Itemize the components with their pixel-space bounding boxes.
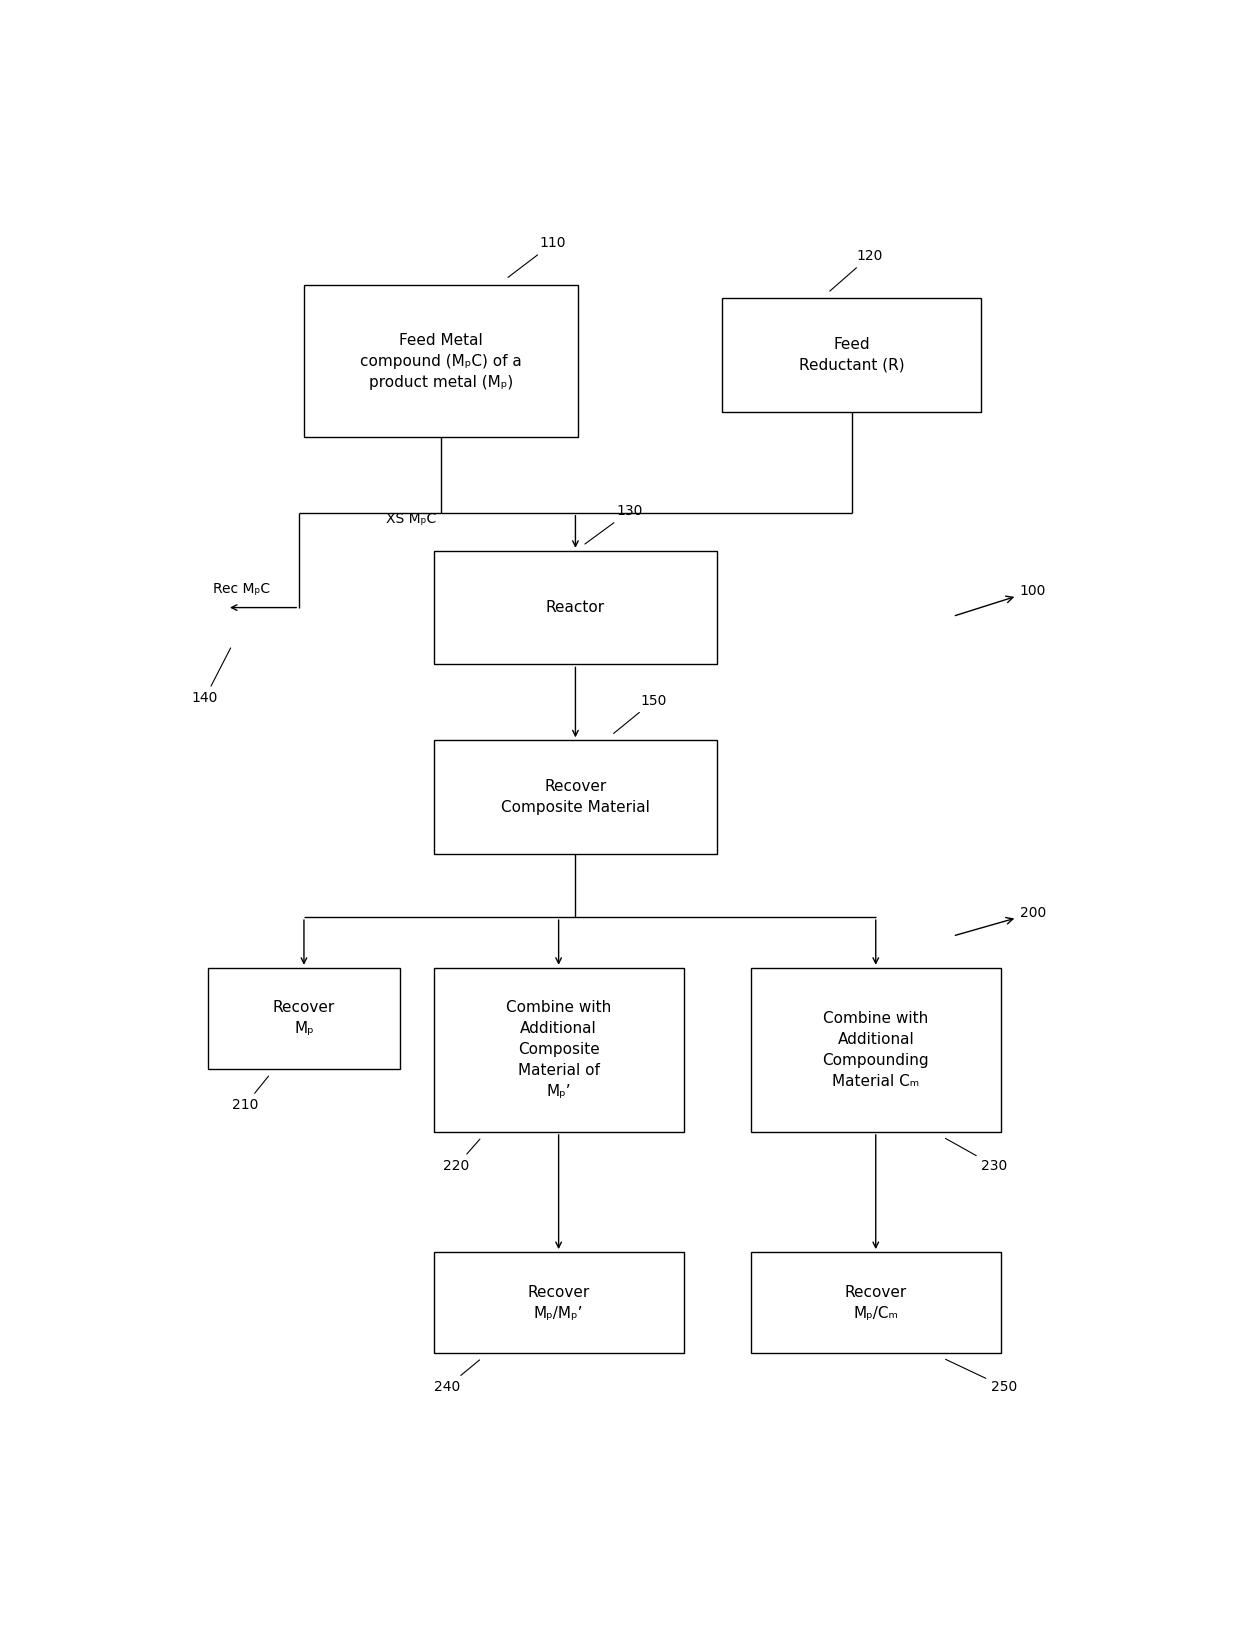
Text: Feed Metal
compound (MₚC) of a
product metal (Mₚ): Feed Metal compound (MₚC) of a product m… bbox=[360, 333, 522, 389]
Text: Combine with
Additional
Compounding
Material Cₘ: Combine with Additional Compounding Mate… bbox=[822, 1011, 929, 1090]
Text: 250: 250 bbox=[946, 1359, 1017, 1393]
Bar bbox=[434, 551, 717, 665]
Text: 210: 210 bbox=[232, 1076, 269, 1113]
Text: Recover
Composite Material: Recover Composite Material bbox=[501, 779, 650, 816]
Text: 120: 120 bbox=[830, 249, 883, 290]
Text: 100: 100 bbox=[955, 584, 1047, 615]
Bar bbox=[434, 1252, 683, 1354]
Text: Recover
Mₚ/Mₚ’: Recover Mₚ/Mₚ’ bbox=[527, 1285, 590, 1321]
Text: Recover
Mₚ/Cₘ: Recover Mₚ/Cₘ bbox=[844, 1285, 906, 1321]
Bar bbox=[304, 286, 578, 437]
Text: Reactor: Reactor bbox=[546, 601, 605, 615]
Bar bbox=[751, 1252, 1001, 1354]
Bar bbox=[751, 968, 1001, 1132]
Bar bbox=[722, 299, 982, 412]
Text: 110: 110 bbox=[508, 236, 565, 277]
Text: XS MₚC: XS MₚC bbox=[386, 512, 436, 527]
Text: 150: 150 bbox=[614, 694, 667, 734]
Bar bbox=[434, 968, 683, 1132]
Text: 240: 240 bbox=[434, 1360, 480, 1393]
Text: 130: 130 bbox=[585, 504, 642, 545]
Bar bbox=[208, 968, 401, 1068]
Text: 200: 200 bbox=[955, 906, 1047, 935]
Text: 220: 220 bbox=[444, 1139, 480, 1173]
Text: 230: 230 bbox=[945, 1139, 1008, 1173]
Text: Recover
Mₚ: Recover Mₚ bbox=[273, 1001, 335, 1035]
Text: Combine with
Additional
Composite
Material of
Mₚ’: Combine with Additional Composite Materi… bbox=[506, 1001, 611, 1099]
Text: Rec MₚC: Rec MₚC bbox=[213, 581, 270, 596]
Text: Feed
Reductant (R): Feed Reductant (R) bbox=[799, 336, 904, 373]
Bar bbox=[434, 740, 717, 853]
Text: 140: 140 bbox=[191, 648, 231, 706]
